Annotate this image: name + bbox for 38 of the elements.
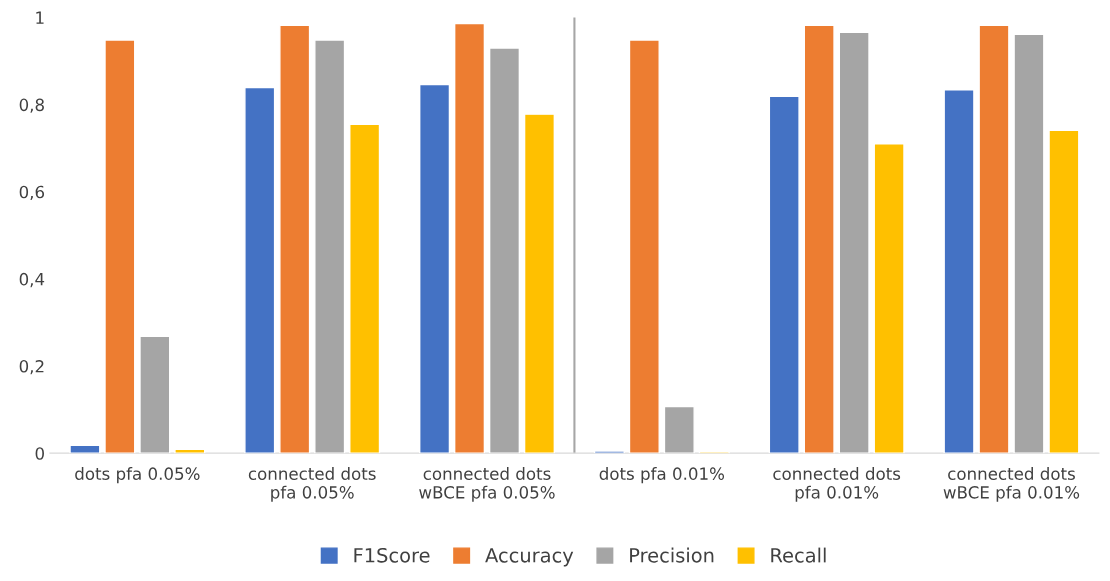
bar (488, 47, 521, 454)
legend-label: Recall (771, 547, 826, 563)
x-tick-label: connected dots wBCE pfa 0.05% (419, 467, 555, 502)
bar (593, 450, 625, 454)
y-tick-label: 0,8 (19, 98, 44, 113)
x-tick-label: dots pfa 0.01% (599, 467, 725, 484)
bar (1013, 33, 1045, 454)
x-tick-label: connected dots pfa 0.01% (773, 467, 901, 502)
bar (628, 39, 660, 454)
bar (978, 24, 1010, 454)
legend-label: Precision (630, 547, 714, 563)
bar (768, 95, 800, 454)
x-tick-label: connected dots pfa 0.05% (248, 467, 376, 502)
bar (69, 444, 101, 454)
y-tick-label: 0,6 (19, 185, 45, 200)
bar (1048, 129, 1080, 454)
x-tick-label: connected dots wBCE pfa 0.01% (943, 467, 1080, 502)
bar (663, 405, 695, 454)
x-tick-label: dots pfa 0.05% (75, 467, 200, 484)
bar (523, 113, 556, 454)
legend-label: Accuracy (485, 548, 574, 567)
bar (139, 335, 171, 454)
y-tick-label: 0,2 (19, 359, 44, 375)
bar (943, 89, 975, 454)
bar (279, 24, 311, 454)
bar (314, 39, 346, 454)
bar (873, 143, 905, 454)
bar (803, 24, 835, 454)
bar (453, 22, 486, 454)
bar (838, 31, 870, 454)
y-tick-label: 0 (35, 447, 44, 460)
bar (419, 83, 451, 454)
bar (244, 86, 276, 454)
legend-label: F1Score (354, 547, 430, 563)
y-tick-label: 1 (36, 11, 44, 24)
bar (349, 123, 381, 454)
bar (104, 39, 136, 454)
y-tick-label: 0,4 (19, 272, 45, 288)
